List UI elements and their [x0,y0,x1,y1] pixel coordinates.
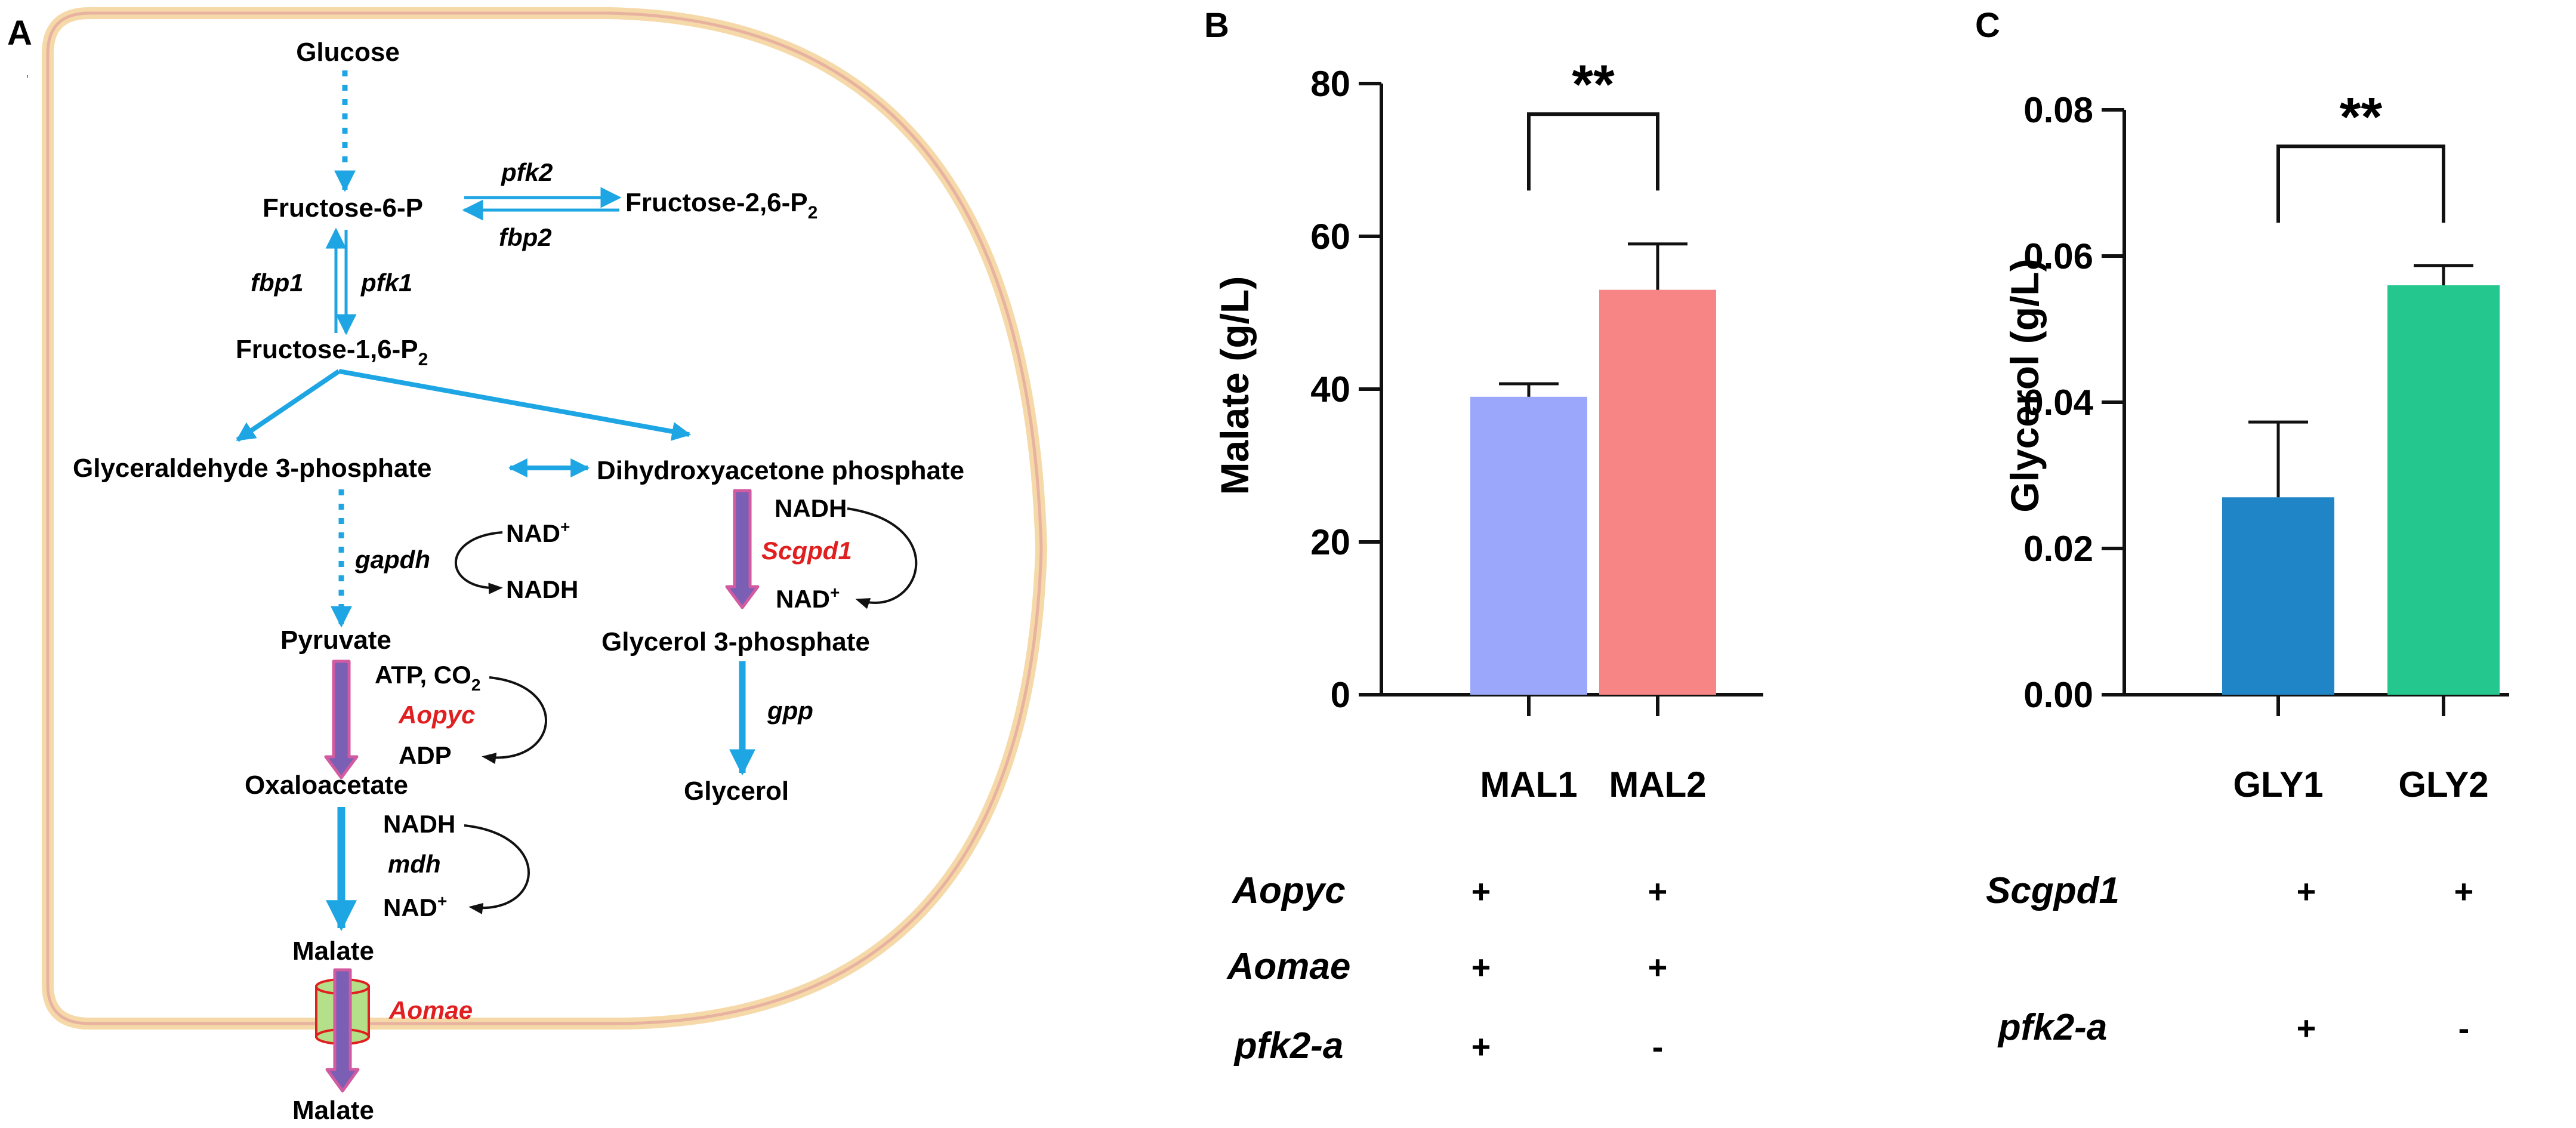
gene-aopyc: Aopyc [398,701,475,729]
arrow-f16p2-to-g3p [236,369,341,442]
category-label-gly2: GLY2 [2398,765,2488,805]
significance-label: ** [1572,54,1615,115]
cofactor-adp: ADP [399,741,452,769]
curve-aopyc-cofactor [482,676,547,765]
y-tick-label: 40 [1310,369,1350,409]
genotype-mark: - [1652,1028,1664,1065]
genotype-gene-scgpd1: Scgpd1 [1986,870,2120,911]
metabolite-fructose-1-6-p2: Fructose-1,6-P2 [236,335,428,369]
category-label-mal1: MAL1 [1480,765,1577,805]
metabolite-fructose-6-p: Fructose-6-P [263,193,423,223]
metabolite-oxaloacetate: Oxaloacetate [245,771,408,800]
y-tick-label: 0.04 [2023,383,2093,423]
genotype-mark: + [1471,948,1491,986]
metabolite-glycerol-3-phosphate: Glycerol 3-phosphate [601,627,870,657]
metabolite-malate-intracellular: Malate [292,936,374,966]
curve-gapdh-cofactor [454,531,503,594]
significance-label: ** [2340,87,2383,147]
genotype-mark: + [1648,948,1668,986]
cofactor-nadh-mdh: NADH [383,810,455,838]
genotype-mark: + [1648,873,1668,910]
genotype-mark: + [2297,1009,2316,1047]
significance-bracket [2276,144,2445,223]
panel-a: A ' Glucose Fructose-6-P Fructose-2,6-P2… [7,7,1048,1125]
genotype-mark: + [2297,873,2316,910]
membrane-tick: ' [26,73,29,87]
genotype-mark: + [1471,873,1491,910]
gene-scgpd1: Scgpd1 [761,537,852,565]
panel-c-glycerol-chart: C Glycerol (g/L) 0.00 0.02 0.04 0.06 0.08 GL… [1975,6,2509,1048]
genotype-mark: - [2458,1009,2470,1047]
curve-scgpd1-cofactor [847,507,918,609]
genotype-gene-pfk2-a: pfk2-a [1233,1025,1344,1067]
gene-gapdh: gapdh [354,545,430,574]
bar-mal2 [1599,289,1716,695]
genotype-mark: + [2454,873,2474,910]
gene-gpp: gpp [767,696,813,725]
cofactor-nad-plus-mdh: NAD+ [383,892,447,921]
category-label-gly1: GLY1 [2233,765,2323,805]
genotype-gene-aopyc: Aopyc [1231,870,1345,911]
gene-pfk1: pfk1 [360,269,412,297]
cofactor-atp-co2: ATP, CO2 [375,661,480,694]
engineered-arrow-aopyc [324,659,359,779]
curve-mdh-cofactor [464,824,530,914]
gene-mdh: mdh [388,850,441,878]
significance-bracket [1527,112,1659,191]
panel-b-malate-chart: B Malate (g/L) 0 20 40 60 80 MAL1 MAL2 ** Aopy… [1204,6,1763,1067]
bar-gly2 [2387,285,2500,695]
y-tick-label: 0 [1331,675,1350,715]
metabolite-glyceraldehyde-3-phosphate: Glyceraldehyde 3-phosphate [73,454,432,483]
y-tick-label: 0.08 [2023,90,2093,130]
gene-aomae: Aomae [388,996,473,1024]
y-tick-label: 20 [1310,522,1350,562]
cofactor-nad-plus-scgpd1: NAD+ [776,583,840,613]
cofactor-nad-plus-gapdh: NAD+ [506,517,570,547]
metabolite-pyruvate: Pyruvate [280,625,391,655]
y-tick-label: 80 [1310,64,1350,104]
panel-label-c: C [1975,6,2000,45]
y-tick-label: 0.00 [2023,675,2093,715]
metabolite-glucose: Glucose [296,38,400,67]
panel-label-a: A [7,14,32,53]
engineered-arrow-scgpd1 [725,489,760,609]
genotype-gene-pfk2-a: pfk2-a [1997,1007,2108,1048]
gene-fbp2: fbp2 [499,223,552,251]
metabolite-malate-extracellular: Malate [292,1096,374,1125]
y-tick-label: 0.06 [2023,236,2093,276]
cell-membrane-inner [46,11,1043,1025]
metabolite-fructose-2-6-p2: Fructose-2,6-P2 [625,188,817,223]
bar-mal1 [1470,396,1587,695]
y-axis-label-c: Glycerol (g/L) [2003,258,2047,512]
gene-fbp1: fbp1 [251,269,304,297]
y-axis-label-b: Malate (g/L) [1213,276,1257,495]
cofactor-nadh-gapdh: NADH [506,575,578,603]
y-tick-label: 60 [1310,217,1350,257]
genotype-gene-aomae: Aomae [1226,946,1351,987]
gene-pfk2: pfk2 [501,158,553,186]
metabolite-glycerol: Glycerol [684,776,789,806]
panel-label-b: B [1204,6,1229,45]
arrow-f16p2-to-dhap [338,369,692,441]
engineered-arrow-aomae [325,968,360,1093]
y-tick-label: 0.02 [2023,529,2093,569]
category-label-mal2: MAL2 [1609,765,1706,805]
metabolite-dihydroxyacetone-phosphate: Dihydroxyacetone phosphate [597,456,964,485]
bar-gly1 [2222,497,2334,695]
genotype-mark: + [1471,1028,1491,1065]
cofactor-nadh-scgpd1: NADH [775,494,847,522]
